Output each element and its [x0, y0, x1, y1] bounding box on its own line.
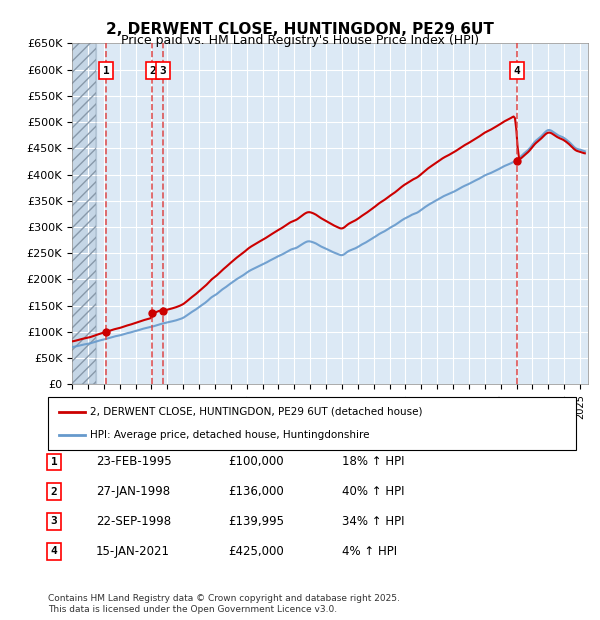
Text: 2: 2 [149, 66, 156, 76]
Text: 18% ↑ HPI: 18% ↑ HPI [342, 456, 404, 468]
Text: 3: 3 [50, 516, 58, 526]
Text: Price paid vs. HM Land Registry's House Price Index (HPI): Price paid vs. HM Land Registry's House … [121, 34, 479, 47]
FancyBboxPatch shape [48, 397, 576, 450]
Text: £136,000: £136,000 [228, 485, 284, 498]
Text: 2, DERWENT CLOSE, HUNTINGDON, PE29 6UT (detached house): 2, DERWENT CLOSE, HUNTINGDON, PE29 6UT (… [90, 407, 423, 417]
Text: £425,000: £425,000 [228, 545, 284, 557]
Text: £100,000: £100,000 [228, 456, 284, 468]
Text: 34% ↑ HPI: 34% ↑ HPI [342, 515, 404, 528]
Text: 2, DERWENT CLOSE, HUNTINGDON, PE29 6UT: 2, DERWENT CLOSE, HUNTINGDON, PE29 6UT [106, 22, 494, 37]
Text: 4% ↑ HPI: 4% ↑ HPI [342, 545, 397, 557]
Text: 27-JAN-1998: 27-JAN-1998 [96, 485, 170, 498]
Text: 2: 2 [50, 487, 58, 497]
Text: 1: 1 [50, 457, 58, 467]
Text: 4: 4 [514, 66, 521, 76]
Text: 23-FEB-1995: 23-FEB-1995 [96, 456, 172, 468]
Text: £139,995: £139,995 [228, 515, 284, 528]
Text: 15-JAN-2021: 15-JAN-2021 [96, 545, 170, 557]
Bar [72, 43, 96, 384]
Bar [72, 43, 96, 384]
Text: 22-SEP-1998: 22-SEP-1998 [96, 515, 171, 528]
Text: 1: 1 [103, 66, 109, 76]
Text: 4: 4 [50, 546, 58, 556]
Text: 3: 3 [160, 66, 166, 76]
Text: HPI: Average price, detached house, Huntingdonshire: HPI: Average price, detached house, Hunt… [90, 430, 370, 440]
Text: Contains HM Land Registry data © Crown copyright and database right 2025.
This d: Contains HM Land Registry data © Crown c… [48, 595, 400, 614]
Text: 40% ↑ HPI: 40% ↑ HPI [342, 485, 404, 498]
